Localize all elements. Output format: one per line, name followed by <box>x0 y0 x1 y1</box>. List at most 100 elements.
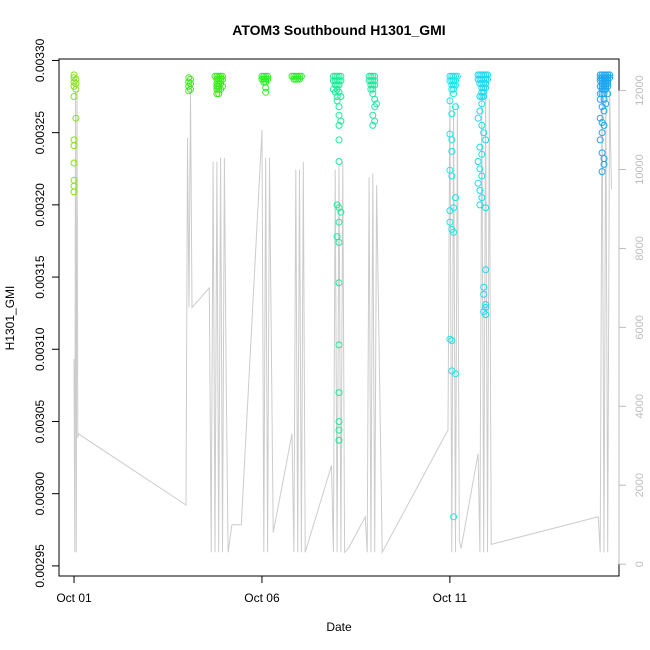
data-point <box>335 436 343 444</box>
chart-title: ATOM3 Southbound H1301_GMI <box>232 22 445 38</box>
altitude-line <box>73 90 612 555</box>
series-6 <box>365 72 381 129</box>
x-axis: Oct 01 Oct 06 Oct 11 <box>56 575 468 605</box>
data-point <box>369 72 377 80</box>
data-point <box>480 84 488 92</box>
series-0 <box>70 71 80 196</box>
data-point <box>215 75 223 83</box>
data-point <box>70 71 78 79</box>
data-point <box>604 90 612 98</box>
data-point <box>185 87 193 95</box>
series-8 <box>474 71 491 319</box>
data-point <box>70 93 78 100</box>
data-point <box>335 238 343 246</box>
data-point <box>450 81 458 89</box>
data-point <box>335 136 343 144</box>
data-point <box>482 204 490 212</box>
data-point <box>476 143 484 151</box>
altitude-line-layer <box>73 90 612 555</box>
y-axis-label: H1301_GMI <box>3 286 17 351</box>
data-point <box>369 85 377 93</box>
data-point <box>478 150 486 158</box>
data-point <box>478 194 486 202</box>
data-point <box>480 283 488 291</box>
data-point <box>369 121 377 129</box>
y-left-tick-label: 0.00310 <box>33 327 47 371</box>
y-right-tick-label: 2000 <box>634 473 646 497</box>
data-point <box>371 81 379 89</box>
data-point <box>450 90 458 98</box>
data-point <box>335 418 343 425</box>
data-point <box>70 188 78 196</box>
data-point <box>446 218 454 226</box>
data-point <box>335 81 343 89</box>
y-left-tick-label: 0.00325 <box>33 111 47 155</box>
data-point <box>448 172 456 180</box>
data-point <box>337 72 345 80</box>
data-point <box>480 93 488 100</box>
data-point <box>369 81 377 89</box>
data-point <box>335 72 343 80</box>
data-point <box>446 335 454 343</box>
points-layer <box>70 71 614 521</box>
data-point <box>478 172 486 180</box>
data-point <box>333 93 341 100</box>
data-point <box>335 111 343 119</box>
data-point <box>452 370 459 378</box>
data-point <box>452 72 459 80</box>
x-tick-label: Oct 11 <box>433 591 468 605</box>
data-point <box>446 97 454 105</box>
series-7 <box>446 72 461 521</box>
data-point <box>482 75 490 83</box>
data-point <box>371 72 379 80</box>
data-point <box>217 85 225 93</box>
data-point <box>337 117 345 125</box>
data-point <box>478 80 486 88</box>
data-point <box>333 72 341 80</box>
y-left-tick-label: 0.00300 <box>33 472 47 516</box>
data-point <box>72 85 80 93</box>
data-point <box>367 81 375 89</box>
data-point <box>262 88 270 96</box>
y-left-tick-label: 0.00315 <box>33 255 47 299</box>
data-point <box>478 121 486 129</box>
data-point <box>478 100 486 108</box>
data-point <box>598 85 606 93</box>
data-point <box>596 95 604 103</box>
y-right-tick-label: 6000 <box>634 315 646 339</box>
data-point <box>337 77 345 85</box>
data-point <box>474 158 482 165</box>
series-5 <box>329 72 345 444</box>
data-point <box>215 90 223 98</box>
data-point <box>335 279 343 287</box>
data-point <box>335 158 343 165</box>
data-point <box>596 114 604 122</box>
data-point <box>450 72 458 80</box>
series-1 <box>185 74 194 95</box>
y-left-tick-label: 0.00330 <box>33 38 47 82</box>
data-point <box>598 103 606 111</box>
data-point <box>482 80 490 88</box>
y-right-tick-label: 0 <box>634 561 646 567</box>
data-point <box>484 71 491 79</box>
data-point <box>337 93 345 100</box>
data-point <box>335 204 343 212</box>
data-point <box>596 136 604 144</box>
x-tick-label: Oct 01 <box>56 591 92 605</box>
data-point <box>600 95 608 103</box>
data-point <box>70 159 78 167</box>
data-point <box>335 88 343 96</box>
data-point <box>371 103 379 111</box>
data-point <box>598 129 606 137</box>
y-left-tick-label: 0.00305 <box>33 399 47 443</box>
data-point <box>478 84 486 92</box>
data-point <box>600 121 608 129</box>
y-right-tick-label: 12000 <box>634 75 646 106</box>
data-point <box>474 179 482 187</box>
data-point <box>217 75 225 83</box>
data-point <box>476 186 484 194</box>
data-point <box>602 85 610 93</box>
data-point <box>476 201 484 209</box>
data-point <box>292 75 300 83</box>
